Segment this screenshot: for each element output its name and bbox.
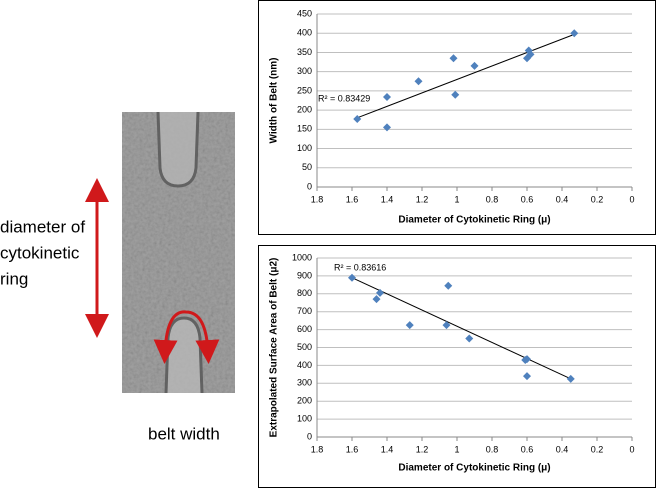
x-tick-label: 0 xyxy=(629,194,634,204)
x-tick-label: 1.2 xyxy=(416,444,429,454)
point xyxy=(442,321,451,330)
y-tick-label: 600 xyxy=(297,324,312,334)
y-tick-label: 450 xyxy=(297,8,312,18)
micrograph xyxy=(85,111,235,394)
point xyxy=(566,374,575,383)
y-tick-label: 50 xyxy=(302,162,312,172)
point xyxy=(353,114,362,123)
x-tick-label: 1.4 xyxy=(381,444,394,454)
image-label: belt width xyxy=(148,424,220,443)
point xyxy=(470,61,479,70)
x-tick-label: 1.8 xyxy=(311,194,324,204)
y-tick-label: 200 xyxy=(297,104,312,114)
y-tick-label: 250 xyxy=(297,85,312,95)
y-tick-label: 700 xyxy=(297,306,312,316)
y-tick-label: 400 xyxy=(297,360,312,370)
y-tick-label: 0 xyxy=(307,181,312,191)
image-label: diameter of xyxy=(0,217,85,236)
point xyxy=(451,90,460,99)
x-tick-label: 0.6 xyxy=(521,444,534,454)
annotation: R² = 0.83616 xyxy=(334,262,386,272)
y-tick-label: 0 xyxy=(307,431,312,441)
y-tick-label: 100 xyxy=(297,143,312,153)
trendline xyxy=(357,33,575,119)
x-tick-label: 0.6 xyxy=(521,194,534,204)
y-axis-title: Extrapolated Surface Area of Belt (μ2) xyxy=(269,258,280,438)
x-tick-label: 1.6 xyxy=(346,444,359,454)
image-label: cytokinetic xyxy=(0,243,80,262)
y-tick-label: 1000 xyxy=(292,252,312,262)
point xyxy=(376,288,384,297)
x-tick-label: 1 xyxy=(454,444,459,454)
x-axis-title: Diameter of Cytokinetic Ring (μ) xyxy=(398,215,550,226)
x-tick-label: 1.8 xyxy=(311,444,324,454)
x-tick-label: 1.6 xyxy=(346,194,359,204)
point xyxy=(449,54,458,63)
x-tick-label: 0.8 xyxy=(486,444,499,454)
point xyxy=(523,355,531,364)
trendline xyxy=(351,277,571,380)
point xyxy=(465,334,474,343)
y-tick-label: 200 xyxy=(297,396,312,406)
chart-frame xyxy=(258,245,656,488)
point xyxy=(414,77,423,86)
x-tick-label: 1 xyxy=(454,194,459,204)
x-tick-label: 0.4 xyxy=(556,194,569,204)
point xyxy=(383,93,391,102)
x-tick-label: 0.8 xyxy=(486,194,499,204)
y-tick-label: 400 xyxy=(297,28,312,38)
y-tick-label: 900 xyxy=(297,270,312,280)
image-label: ring xyxy=(0,269,28,288)
x-tick-label: 1.2 xyxy=(416,194,429,204)
x-tick-label: 0.2 xyxy=(591,194,604,204)
y-axis-title: Width of Belt (nm) xyxy=(269,57,280,143)
y-tick-label: 100 xyxy=(297,413,312,423)
point xyxy=(348,273,356,282)
annotation: R² = 0.83429 xyxy=(318,93,370,103)
point xyxy=(444,281,453,290)
point xyxy=(372,295,381,304)
point xyxy=(383,123,391,132)
y-tick-label: 800 xyxy=(297,288,312,298)
y-tick-label: 500 xyxy=(297,342,312,352)
x-axis-title: Diameter of Cytokinetic Ring (μ) xyxy=(398,463,550,474)
point xyxy=(405,321,414,330)
x-tick-label: 1.4 xyxy=(381,194,394,204)
x-tick-label: 0 xyxy=(629,444,634,454)
y-tick-label: 150 xyxy=(297,124,312,134)
y-tick-label: 300 xyxy=(297,66,312,76)
point xyxy=(526,50,535,59)
y-tick-label: 350 xyxy=(297,47,312,57)
x-tick-label: 0.4 xyxy=(556,444,569,454)
point xyxy=(523,372,531,381)
y-tick-label: 300 xyxy=(297,378,312,388)
chart-frame xyxy=(258,0,656,235)
point xyxy=(570,29,579,38)
x-tick-label: 0.2 xyxy=(591,444,604,454)
